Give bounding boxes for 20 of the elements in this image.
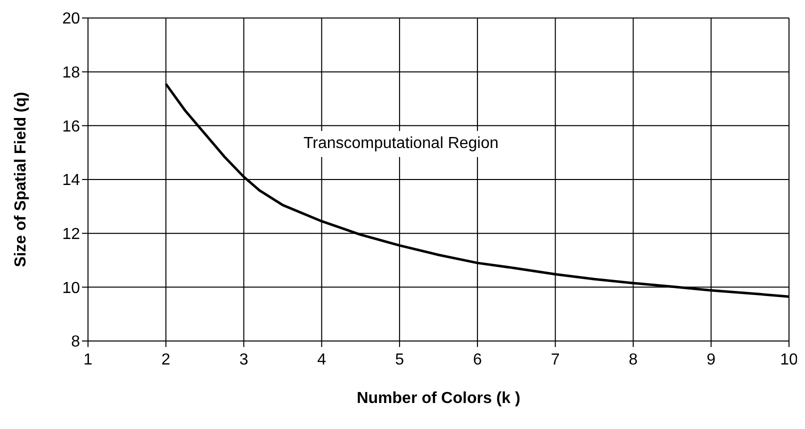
x-axis-title: Number of Colors (k )	[356, 390, 520, 407]
x-tick-label: 7	[550, 351, 560, 368]
y-tick-label: 20	[62, 10, 80, 28]
x-tick-label: 6	[472, 351, 482, 368]
y-tick-label: 16	[62, 118, 80, 136]
x-tick-label: 10	[780, 351, 798, 368]
y-axis-title: Size of Spatial Field (q)	[12, 92, 30, 268]
annotation: Transcomputational Region	[286, 131, 516, 157]
x-tick-label: 8	[628, 351, 638, 368]
x-tick-label: 2	[161, 351, 170, 368]
x-tick-label: 3	[239, 351, 248, 368]
x-tick-label: 1	[84, 351, 93, 368]
y-tick-label: 14	[62, 172, 80, 190]
y-tick-label: 8	[71, 334, 80, 351]
x-tick-label: 9	[706, 351, 716, 368]
y-tick-label: 12	[62, 226, 80, 244]
x-tick-label: 4	[317, 351, 326, 368]
y-tick-label: 18	[62, 64, 80, 82]
x-tick-label: 5	[395, 351, 404, 368]
y-tick-label: 10	[62, 280, 80, 297]
